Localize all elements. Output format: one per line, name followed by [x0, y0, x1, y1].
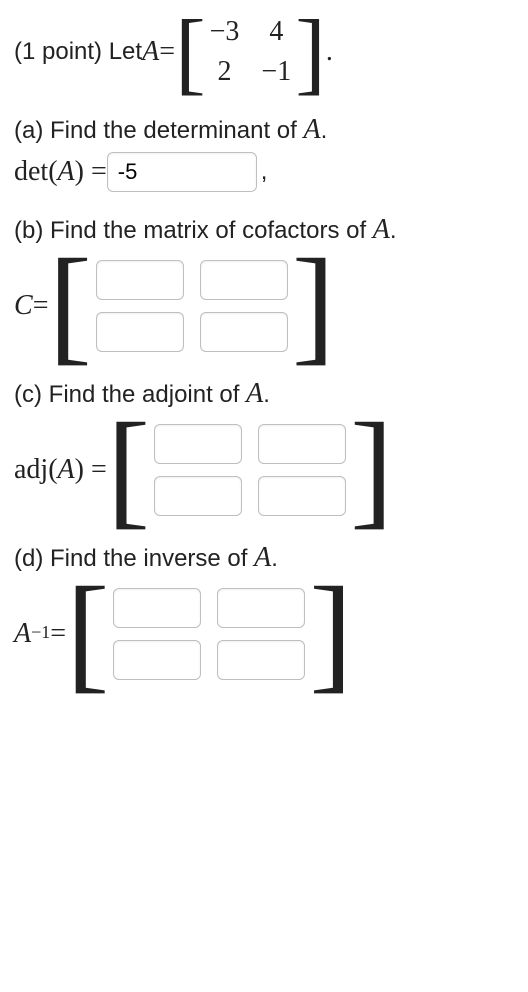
inv-r2c2-input[interactable]: [217, 640, 305, 680]
right-bracket-icon: ]: [292, 257, 335, 355]
inv-r1c1-input[interactable]: [113, 588, 201, 628]
part-a: (a) Find the determinant of A. det(A) = …: [14, 114, 514, 192]
adj-r1c1-input[interactable]: [154, 424, 242, 464]
A-r2c2: −1: [261, 56, 291, 88]
left-bracket-icon: [: [66, 585, 109, 683]
part-c-equation: adj(A) = [ ]: [14, 420, 514, 520]
C-eq: =: [33, 290, 49, 322]
part-b-var: A: [373, 214, 390, 245]
part-d: (d) Find the inverse of A. A−1 = [ ]: [14, 542, 514, 684]
det-comma: ,: [261, 158, 268, 186]
adj-post: ) =: [75, 454, 107, 486]
det-var: A: [58, 156, 75, 188]
adj-r1c2-input[interactable]: [258, 424, 346, 464]
part-b-dot: .: [390, 217, 397, 244]
A-r2c1: 2: [211, 56, 239, 88]
left-bracket-icon: [: [48, 257, 91, 355]
cofactor-grid: [92, 256, 292, 356]
part-d-equation: A−1 = [ ]: [14, 584, 514, 684]
adjoint-grid: [150, 420, 350, 520]
inverse-grid: [109, 584, 309, 684]
inv-r1c2-input[interactable]: [217, 588, 305, 628]
adj-var: A: [58, 454, 75, 486]
left-bracket-icon: [: [175, 18, 206, 87]
part-d-dot: .: [271, 545, 278, 572]
inv-r2c1-input[interactable]: [113, 640, 201, 680]
points-text: (1 point) Let: [14, 38, 142, 66]
right-bracket-icon: ]: [295, 18, 326, 87]
cofactor-matrix: [ ]: [48, 256, 335, 356]
det-input[interactable]: [107, 152, 257, 192]
adjoint-matrix: [ ]: [107, 420, 394, 520]
part-a-dot: .: [321, 117, 328, 144]
adj-r2c2-input[interactable]: [258, 476, 346, 516]
part-b-equation: C = [ ]: [14, 256, 514, 356]
C-r1c1-input[interactable]: [96, 260, 184, 300]
det-post: ) =: [75, 156, 107, 188]
part-d-var: A: [254, 542, 271, 573]
inverse-matrix: [ ]: [66, 584, 353, 684]
A-r1c2: 4: [262, 16, 290, 48]
C-r2c1-input[interactable]: [96, 312, 184, 352]
var-A: A: [142, 36, 159, 68]
left-bracket-icon: [: [107, 421, 150, 519]
part-a-var: A: [303, 114, 320, 145]
part-c-prompt: (c) Find the adjoint of A.: [14, 378, 514, 410]
det-pre: det(: [14, 156, 58, 188]
part-a-text: (a) Find the determinant of: [14, 117, 303, 144]
right-bracket-icon: ]: [350, 421, 393, 519]
C-sym: C: [14, 290, 33, 322]
problem-statement: (1 point) Let A = [ −3 4 2 −1 ] .: [14, 12, 514, 92]
part-c-dot: .: [263, 381, 270, 408]
Ainv-sup: −1: [31, 622, 50, 643]
matrix-A: [ −3 4 2 −1 ]: [175, 12, 326, 92]
part-d-text: (d) Find the inverse of: [14, 545, 254, 572]
A-r1c1: −3: [210, 16, 240, 48]
right-bracket-icon: ]: [309, 585, 352, 683]
C-r1c2-input[interactable]: [200, 260, 288, 300]
adj-pre: adj(: [14, 454, 58, 486]
Ainv-sym: A: [14, 618, 31, 650]
adj-r2c1-input[interactable]: [154, 476, 242, 516]
part-b: (b) Find the matrix of cofactors of A. C…: [14, 214, 514, 356]
period: .: [326, 36, 333, 68]
part-c-var: A: [246, 378, 263, 409]
Ainv-eq: =: [50, 618, 66, 650]
matrix-A-grid: −3 4 2 −1: [206, 12, 296, 92]
part-a-prompt: (a) Find the determinant of A.: [14, 114, 514, 146]
part-c: (c) Find the adjoint of A. adj(A) = [ ]: [14, 378, 514, 520]
part-a-equation: det(A) = ,: [14, 152, 514, 192]
equals-sign: =: [159, 36, 175, 68]
C-r2c2-input[interactable]: [200, 312, 288, 352]
